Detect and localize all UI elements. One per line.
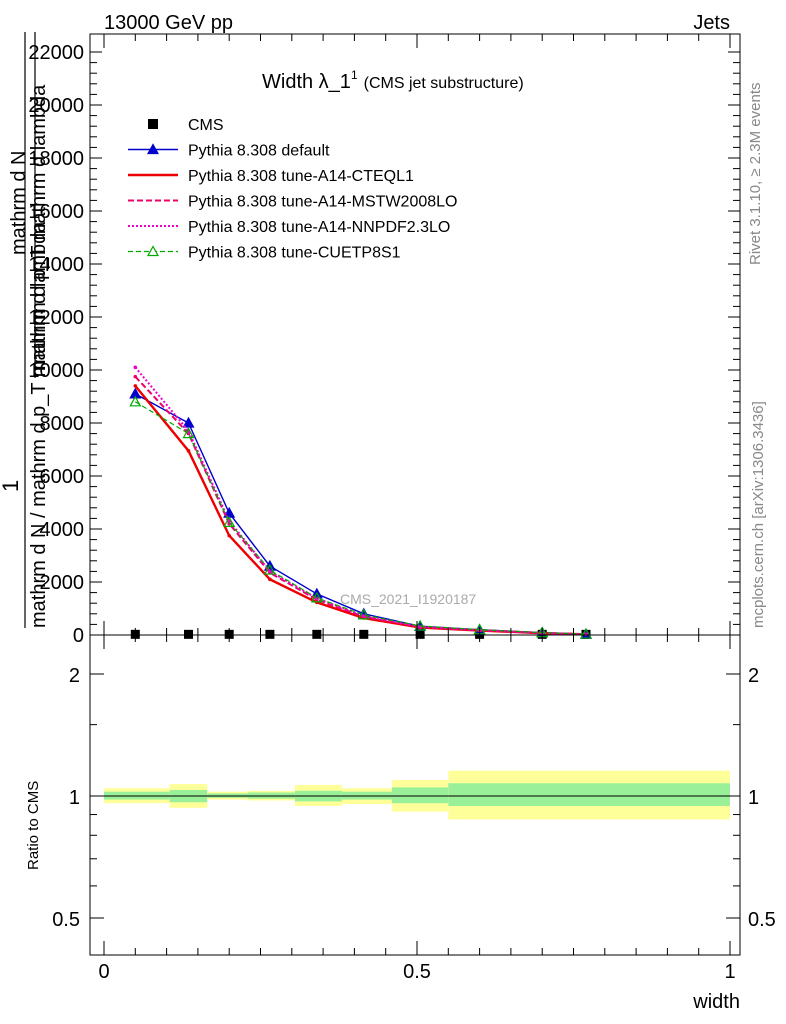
ratio-stat-band	[391, 787, 449, 804]
ratio-ytick-label-left: 0.5	[52, 909, 80, 931]
header-left: 13000 GeV pp	[104, 12, 233, 34]
ratio-xtick-label: 0.5	[403, 961, 431, 983]
series-marker-5	[129, 395, 142, 407]
ratio-xtick-label: 0	[98, 961, 109, 983]
series-marker-2	[133, 384, 138, 388]
series-marker-5	[223, 516, 236, 527]
ratio-frame	[89, 634, 741, 956]
ratio-ytick-label-right: 1	[748, 787, 759, 809]
ratio-ytick-label-left: 1	[69, 787, 80, 809]
main-ytick-label: 12000	[28, 307, 84, 329]
cms-data-point	[415, 629, 425, 639]
main-ytick-label: 2000	[40, 572, 85, 594]
mcplots-label: mcplots.cern.ch [arXiv:1306.3436]	[750, 401, 767, 628]
legend-label-3: Pythia 8.308 tune-A14-MSTW2008LO	[188, 194, 457, 211]
legend-label-4: Pythia 8.308 tune-A14-NNPDF2.3LO	[188, 219, 450, 236]
series-line-4	[134, 366, 587, 636]
legend-label-1: Pythia 8.308 default	[188, 143, 330, 160]
ylabel-prefix: 1	[0, 480, 23, 492]
ratio-ytick-label-left: 2	[69, 665, 80, 687]
series-marker-5	[580, 627, 593, 639]
ratio-axes: 0 0.5 1 0.5 0.5 1 1 2 2	[52, 635, 776, 983]
legend: CMS Pythia 8.308 default Pythia 8.308 tune…	[128, 117, 457, 262]
series-marker-4	[361, 614, 366, 618]
main-ylabel: mathrm d N mathrm d p_T mathrm d lambda …	[0, 32, 50, 628]
ratio-xtick-label: 1	[724, 961, 735, 983]
rivet-label: Rivet 3.1.10, ≥ 2.3M events	[747, 83, 764, 266]
series-marker-1	[182, 416, 195, 428]
ratio-stat-band	[448, 783, 730, 806]
series-marker-3	[133, 374, 138, 379]
legend-label-0: CMS	[188, 117, 224, 134]
series-marker-5	[310, 591, 323, 603]
series-marker-5	[182, 427, 195, 439]
series-marker-4	[268, 569, 272, 574]
series-line-3	[134, 375, 587, 636]
series-marker-4	[133, 365, 138, 370]
main-ytick-label: 18000	[28, 148, 84, 170]
series-marker-5	[357, 608, 370, 620]
legend-marker-5	[146, 245, 160, 257]
main-ytick-label: 20000	[28, 95, 84, 117]
series-marker-5	[414, 619, 427, 631]
ratio-ytick-label-right: 2	[748, 665, 759, 687]
main-ytick-label: 14000	[28, 254, 84, 276]
legend-marker-1	[146, 143, 160, 155]
series-marker-2	[268, 577, 272, 582]
main-ytick-label: 8000	[40, 413, 85, 435]
ratio-ylabel: Ratio to CMS	[25, 781, 42, 870]
ratio-xlabel: width	[692, 991, 740, 1013]
main-ytick-label: 0	[73, 625, 84, 647]
main-ytick-label: 4000	[40, 519, 85, 541]
main-axes: 0 2000 4000 6000 8000 10000 12000 14000 16000 180…	[28, 34, 740, 647]
legend-marker-cms	[148, 119, 158, 129]
ratio-ytick-label-right: 0.5	[748, 909, 776, 931]
main-ytick-label: 22000	[28, 42, 84, 64]
main-ytick-label: 10000	[28, 360, 84, 382]
cms-data-point	[265, 629, 275, 639]
main-ytick-label: 16000	[28, 201, 84, 223]
series-marker-5	[263, 563, 276, 575]
cms-data-point	[312, 629, 322, 639]
legend-label-5: Pythia 8.308 tune-CUETP8S1	[188, 245, 401, 262]
header-right: Jets	[693, 12, 730, 34]
series-marker-2	[227, 533, 231, 538]
legend-label-2: Pythia 8.308 tune-A14-CTEQL1	[188, 168, 414, 185]
cms-data-point	[184, 629, 194, 639]
ylabel-bottom: mathrm d N / mathrm d p_T mathrm d lambd…	[28, 221, 50, 628]
ylabel-top: mathrm d N	[8, 151, 30, 255]
chart-title: Width λ_11 (CMS jet substructure)	[262, 68, 524, 93]
ylabel-frac: mathrm d p_T mathrm d lambda	[28, 84, 50, 370]
ratio-bands	[104, 770, 730, 820]
main-ytick-label: 6000	[40, 466, 85, 488]
series-marker-2	[186, 449, 191, 453]
analysis-watermark: CMS_2021_I1920187	[340, 591, 476, 607]
cms-data-point	[359, 629, 369, 639]
